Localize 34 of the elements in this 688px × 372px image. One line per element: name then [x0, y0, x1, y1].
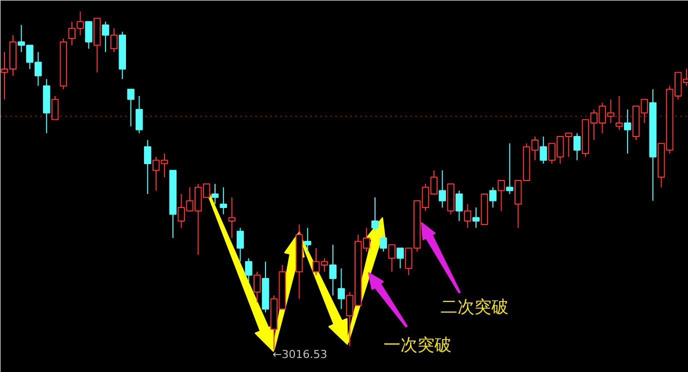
candlestick — [253, 271, 261, 303]
candlestick — [304, 227, 312, 252]
candlestick — [220, 186, 228, 215]
candlestick — [396, 248, 404, 269]
candlestick — [472, 207, 480, 228]
annotation: 二次突破 — [440, 298, 508, 318]
candlestick — [464, 204, 472, 228]
annotation: ←3016.53 — [272, 348, 328, 361]
candlestick — [245, 258, 252, 282]
candlestick — [329, 244, 336, 296]
annotation: 一次突破 — [384, 336, 452, 356]
candlestick — [110, 28, 118, 53]
candlestick — [102, 21, 110, 53]
candlestick — [498, 180, 505, 212]
candlestick — [211, 183, 219, 205]
candlestick — [388, 244, 396, 272]
candlestick — [338, 268, 345, 310]
candlestick — [144, 139, 152, 195]
candlestick — [85, 21, 92, 50]
candlestick — [371, 196, 379, 232]
candlestick — [438, 170, 446, 208]
candlestick — [127, 88, 134, 127]
candlestick — [136, 96, 143, 134]
candlestick — [456, 190, 463, 222]
candlestick — [236, 227, 244, 262]
candlestick — [489, 186, 496, 208]
candlestick — [616, 96, 623, 130]
candlestick — [624, 109, 632, 154]
candlestick — [380, 234, 388, 252]
candlestick — [51, 96, 59, 120]
candlestick — [573, 132, 581, 161]
candlestick — [540, 136, 547, 164]
candlestick — [506, 142, 514, 195]
candlestick — [228, 196, 236, 238]
